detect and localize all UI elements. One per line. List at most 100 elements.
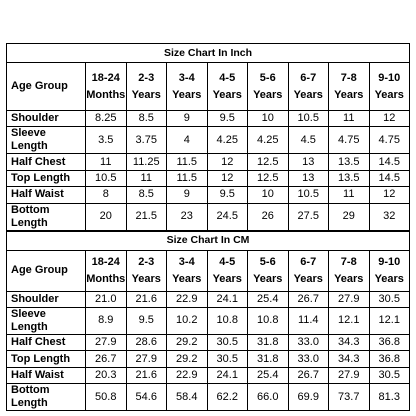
measurement: 26 — [247, 202, 289, 231]
data-row: Bottom Length 20 21.5 23 24.5 26 27.5 29 32 — [6, 202, 410, 231]
measurement: 12.1 — [328, 306, 370, 335]
size-charts: Size Chart In Inch Age Group 18-24 Months 2-… — [6, 43, 410, 412]
measurement: 10 — [247, 109, 289, 128]
header-cell: 3-4 Years — [166, 62, 208, 111]
measurement: 33.0 — [287, 350, 329, 368]
age-range: 4-5 — [219, 255, 236, 268]
measurement: 10.8 — [247, 306, 289, 335]
measurement: 21.6 — [125, 366, 167, 385]
measurement: 27.9 — [328, 366, 370, 385]
measurement: 3.75 — [125, 126, 167, 155]
measurement: 50.8 — [85, 383, 127, 412]
measurement: 9 — [166, 186, 208, 204]
age-range: 18-24 — [91, 71, 120, 84]
row-label: Half Waist — [6, 366, 86, 385]
row-label: Bottom Length — [6, 202, 86, 231]
measurement: 11 — [85, 153, 127, 171]
header-cell: 5-6 Years — [247, 62, 289, 111]
measurement: 22.9 — [166, 366, 208, 385]
row-label: Shoulder — [6, 109, 86, 128]
age-unit: Years — [253, 88, 283, 101]
age-unit: Months — [86, 88, 126, 101]
row-label: Shoulder — [6, 290, 86, 308]
age-unit: Years — [253, 272, 283, 285]
measurement: 11.25 — [125, 153, 167, 171]
measurement: 13 — [287, 169, 329, 188]
age-range: 3-4 — [178, 71, 195, 84]
age-unit: Years — [172, 88, 202, 101]
age-range: 5-6 — [259, 71, 276, 84]
measurement: 4.75 — [328, 126, 370, 155]
measurement: 30.5 — [206, 350, 248, 368]
row-label: Half Chest — [6, 333, 86, 352]
measurement: 34.3 — [328, 333, 370, 352]
measurement: 8.25 — [85, 109, 127, 128]
age-unit: Years — [293, 88, 323, 101]
age-unit: Years — [131, 272, 161, 285]
title-row: Size Chart In CM — [6, 230, 410, 251]
data-row: Sleeve Length 8.9 9.5 10.2 10.8 10.8 11.4 12.1 1… — [6, 306, 410, 335]
measurement: 29.2 — [166, 350, 208, 368]
header-cell: 2-3 Years — [125, 62, 167, 111]
age-range: 2-3 — [138, 255, 155, 268]
measurement: 29 — [328, 202, 370, 231]
header-cell: 7-8 Years — [328, 249, 370, 292]
measurement: 8 — [85, 186, 127, 204]
table-title: Size Chart In CM — [6, 230, 410, 251]
measurement: 23 — [166, 202, 208, 231]
age-range: 7-8 — [340, 71, 357, 84]
size-table: Size Chart In CM Age Group 18-24 Months 2-3 Y… — [6, 230, 410, 412]
measurement: 10.5 — [85, 169, 127, 188]
measurement: 20.3 — [85, 366, 127, 385]
measurement: 24.5 — [206, 202, 248, 231]
measurement: 27.9 — [85, 333, 127, 352]
measurement: 32 — [368, 202, 410, 231]
measurement: 69.9 — [287, 383, 329, 412]
row-label: Half Chest — [6, 153, 86, 171]
measurement: 31.8 — [247, 350, 289, 368]
measurement: 9.5 — [125, 306, 167, 335]
header-row: Age Group 18-24 Months 2-3 Years 3-4 Years 4-5 Y… — [6, 62, 410, 111]
header-cell: 2-3 Years — [125, 249, 167, 292]
measurement: 12.5 — [247, 169, 289, 188]
age-unit: Years — [374, 272, 404, 285]
measurement: 8.5 — [125, 109, 167, 128]
row-label: Top Length — [6, 169, 86, 188]
row-label: Sleeve Length — [6, 306, 86, 335]
measurement: 54.6 — [125, 383, 167, 412]
data-row: Sleeve Length 3.5 3.75 4 4.25 4.25 4.5 4.75 4.75 — [6, 126, 410, 155]
measurement: 27.9 — [328, 290, 370, 308]
measurement: 30.5 — [206, 333, 248, 352]
measurement: 11 — [125, 169, 167, 188]
measurement: 73.7 — [328, 383, 370, 412]
age-range: 7-8 — [340, 255, 357, 268]
header-cell: 9-10 Years — [368, 62, 410, 111]
age-range: 18-24 — [91, 255, 120, 268]
row-label: Bottom Length — [6, 383, 86, 412]
data-row: Shoulder 8.25 8.5 9 9.5 10 10.5 11 12 — [6, 109, 410, 128]
measurement: 13.5 — [328, 169, 370, 188]
measurement: 31.8 — [247, 333, 289, 352]
measurement: 10.5 — [287, 109, 329, 128]
measurement: 9.5 — [206, 186, 248, 204]
measurement: 13.5 — [328, 153, 370, 171]
header-cell: 5-6 Years — [247, 249, 289, 292]
table-title: Size Chart In Inch — [6, 43, 410, 63]
age-unit: Months — [86, 272, 126, 285]
measurement: 11 — [328, 109, 370, 128]
row-label: Sleeve Length — [6, 126, 86, 155]
measurement: 21.0 — [85, 290, 127, 308]
measurement: 81.3 — [368, 383, 410, 412]
age-range: 4-5 — [219, 71, 236, 84]
age-range: 9-10 — [378, 71, 401, 84]
measurement: 62.2 — [206, 383, 248, 412]
measurement: 4.5 — [287, 126, 329, 155]
measurement: 24.1 — [206, 290, 248, 308]
age-unit: Years — [212, 272, 242, 285]
measurement: 9.5 — [206, 109, 248, 128]
row-label: Half Waist — [6, 186, 86, 204]
measurement: 4.25 — [247, 126, 289, 155]
measurement: 26.7 — [287, 366, 329, 385]
measurement: 12 — [206, 153, 248, 171]
measurement: 14.5 — [368, 169, 410, 188]
